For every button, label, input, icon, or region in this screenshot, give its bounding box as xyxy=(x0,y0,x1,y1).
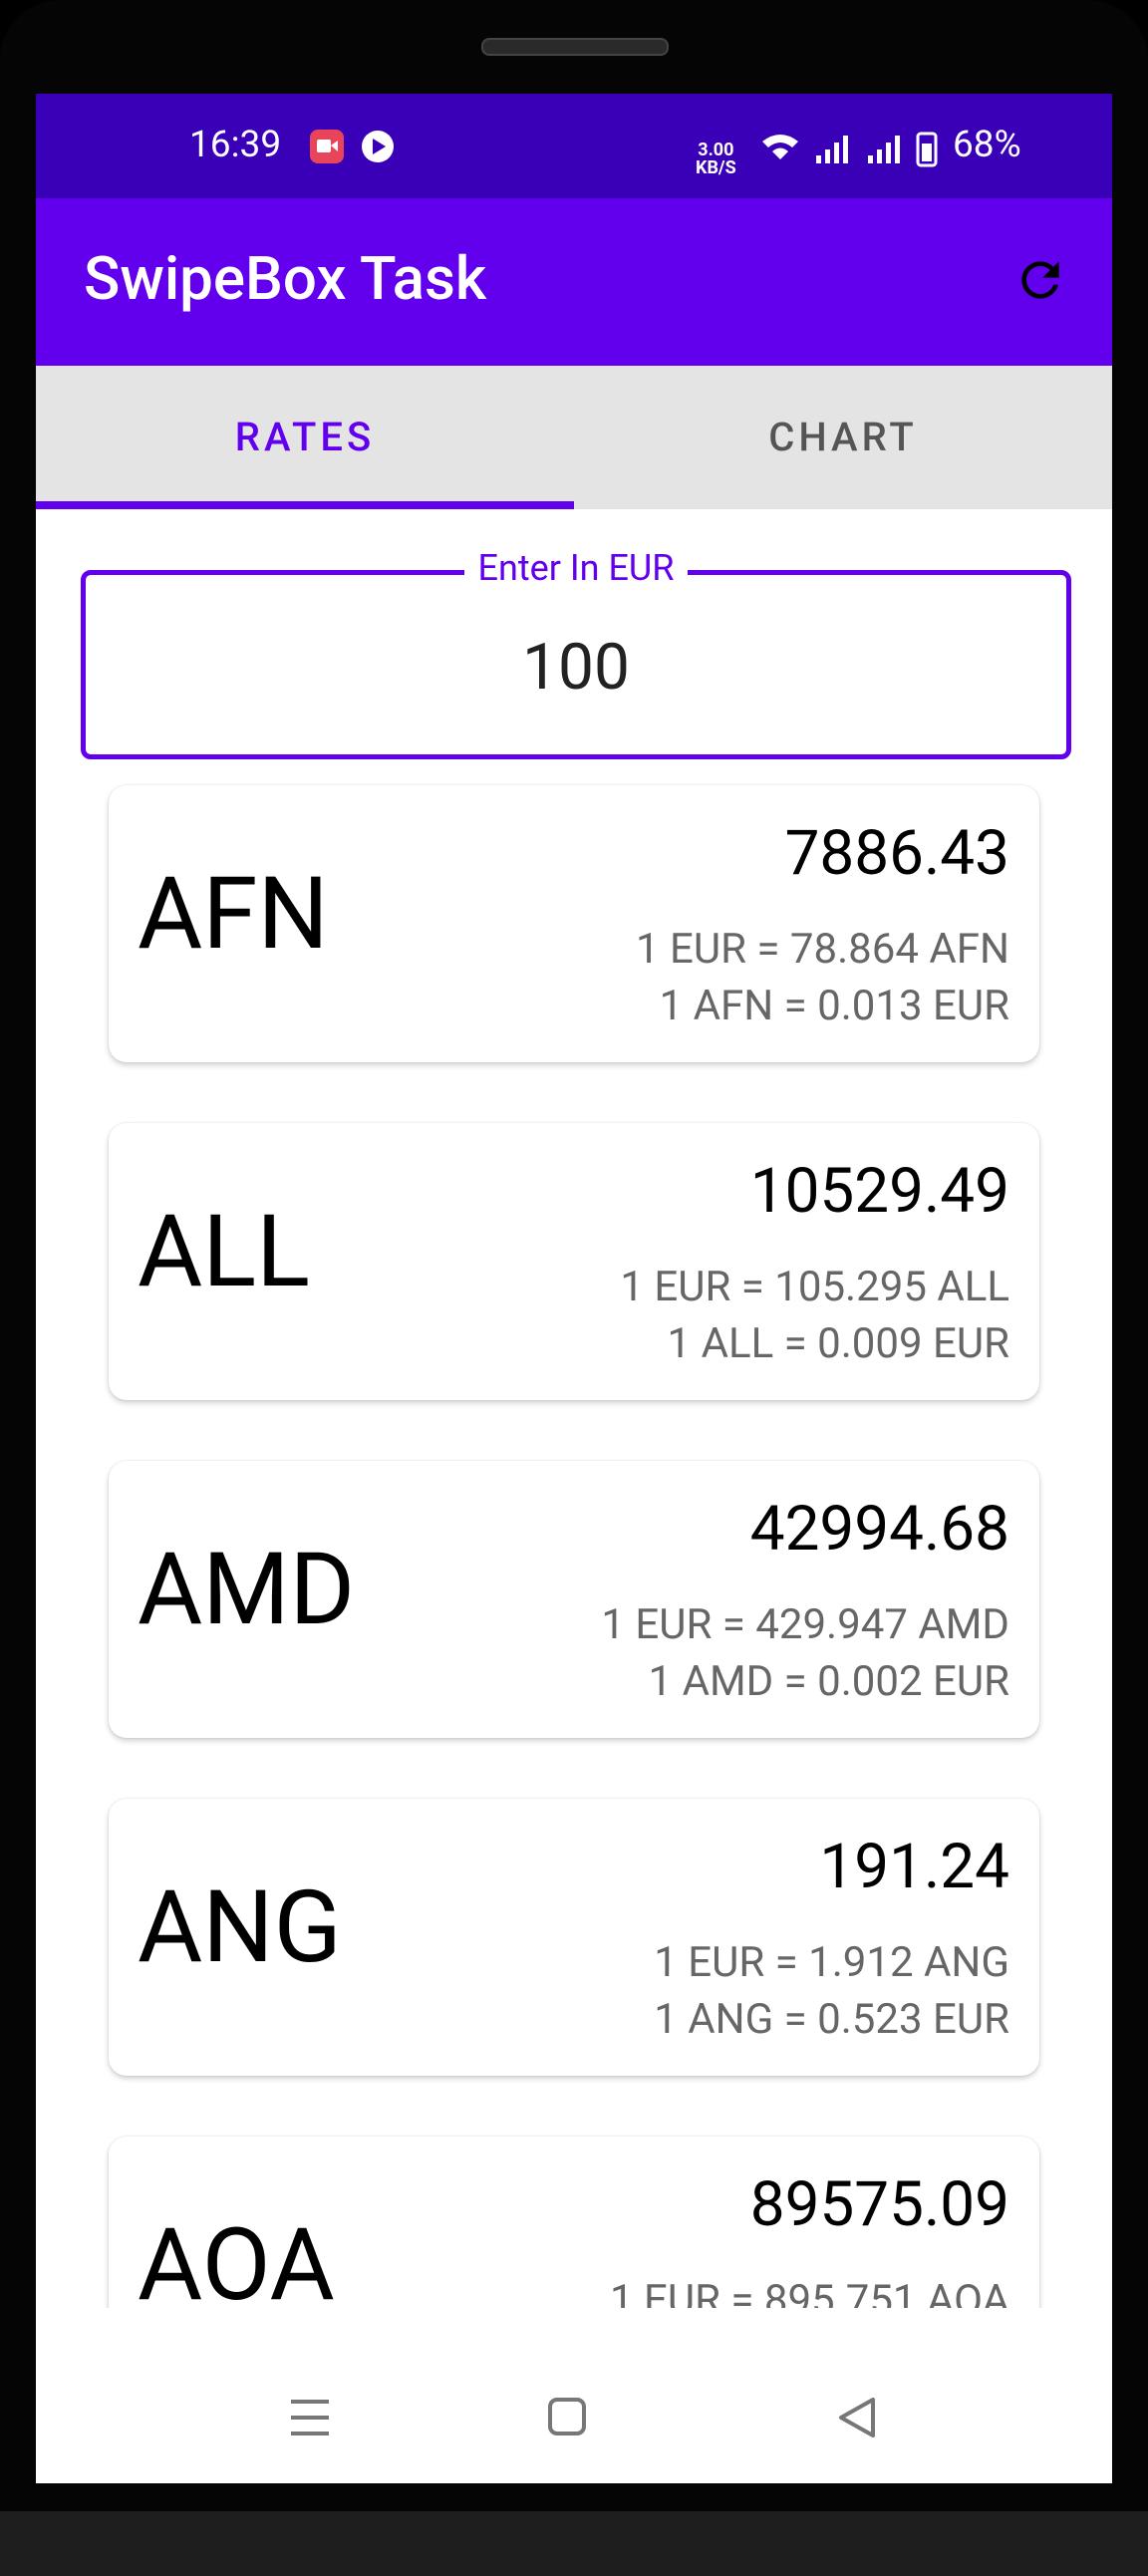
rate-to: 1 EUR = 105.295 ALL xyxy=(620,1263,1009,1311)
rate-from: 1 AFN = 0.013 EUR xyxy=(659,982,1009,1030)
speaker xyxy=(481,38,669,56)
rate-card[interactable]: AMD 42994.68 1 EUR = 429.947 AMD 1 AMD = 0.… xyxy=(109,1461,1039,1738)
status-bar: 16:39 3.00 KB/S 68% xyxy=(36,94,1112,198)
net-speed-unit: KB/S xyxy=(696,157,736,178)
tab-indicator xyxy=(36,501,574,509)
nav-home[interactable] xyxy=(548,2398,586,2435)
rate-to: 1 EUR = 1.912 ANG xyxy=(654,1938,1009,1987)
currency-code: ANG xyxy=(138,1869,342,1986)
nav-back[interactable] xyxy=(839,2398,875,2437)
app-title: SwipeBox Task xyxy=(84,243,487,314)
battery: 68% xyxy=(953,124,1021,166)
signal-icons xyxy=(762,132,938,167)
status-time: 16:39 xyxy=(189,124,282,166)
rate-card[interactable]: AOA 89575.09 1 EUR = 895.751 AOA xyxy=(109,2137,1039,2308)
rate-to: 1 EUR = 78.864 AFN xyxy=(636,925,1009,974)
refresh-button[interactable] xyxy=(1012,252,1068,308)
tab[interactable]: RATES xyxy=(234,414,376,460)
net-speed-value: 3.00 xyxy=(698,140,734,160)
rate-from: 1 ANG = 0.523 EUR xyxy=(654,1995,1009,2044)
rate-to: 1 EUR = 895.751 AOA xyxy=(609,2276,1009,2308)
currency-code: AOA xyxy=(138,2207,335,2309)
rate-to: 1 EUR = 429.947 AMD xyxy=(601,1600,1009,1649)
rate-list: AFN 7886.43 1 EUR = 78.864 AFN 1 AFN = 0.01… xyxy=(36,509,1112,2308)
currency-code: AMD xyxy=(138,1532,356,1648)
nav-buttons xyxy=(291,2398,875,2437)
phone-bottom xyxy=(0,2511,1148,2576)
input-label-wrap: Enter In EUR xyxy=(86,547,1066,589)
input-value: 100 xyxy=(522,630,630,705)
rate-from: 1 AMD = 0.002 EUR xyxy=(648,1657,1009,1706)
rate-card[interactable]: ALL 10529.49 1 EUR = 105.295 ALL 1 ALL = 0.… xyxy=(109,1123,1039,1400)
rate-card[interactable]: AFN 7886.43 1 EUR = 78.864 AFN 1 AFN = 0.01… xyxy=(109,785,1039,1062)
converted-amount: 89575.09 xyxy=(749,2168,1009,2241)
converted-amount: 42994.68 xyxy=(749,1493,1009,1566)
net-speed: 3.00 KB/S xyxy=(696,142,736,177)
tab[interactable]: CHART xyxy=(768,414,918,460)
converted-amount: 7886.43 xyxy=(784,817,1009,890)
amount-input[interactable]: Enter In EUR 100 xyxy=(81,547,1071,759)
rate-from: 1 ALL = 0.009 EUR xyxy=(667,1319,1009,1368)
status-icons xyxy=(310,130,394,163)
converted-amount: 10529.49 xyxy=(749,1155,1009,1228)
input-label: Enter In EUR xyxy=(463,547,689,589)
rate-card[interactable]: ANG 191.24 1 EUR = 1.912 ANG 1 ANG = 0.523 … xyxy=(109,1799,1039,2076)
currency-code: AFN xyxy=(138,856,329,973)
app-bar: SwipeBox Task xyxy=(36,198,1112,366)
nav-menu[interactable] xyxy=(291,2400,329,2435)
currency-code: ALL xyxy=(138,1194,310,1310)
tab-bar: RATES CHART xyxy=(36,366,1112,509)
converted-amount: 191.24 xyxy=(819,1831,1009,1903)
nav-bar xyxy=(36,2308,1112,2483)
screen: 16:39 3.00 KB/S 68% SwipeBox Task RATES … xyxy=(36,94,1112,2483)
